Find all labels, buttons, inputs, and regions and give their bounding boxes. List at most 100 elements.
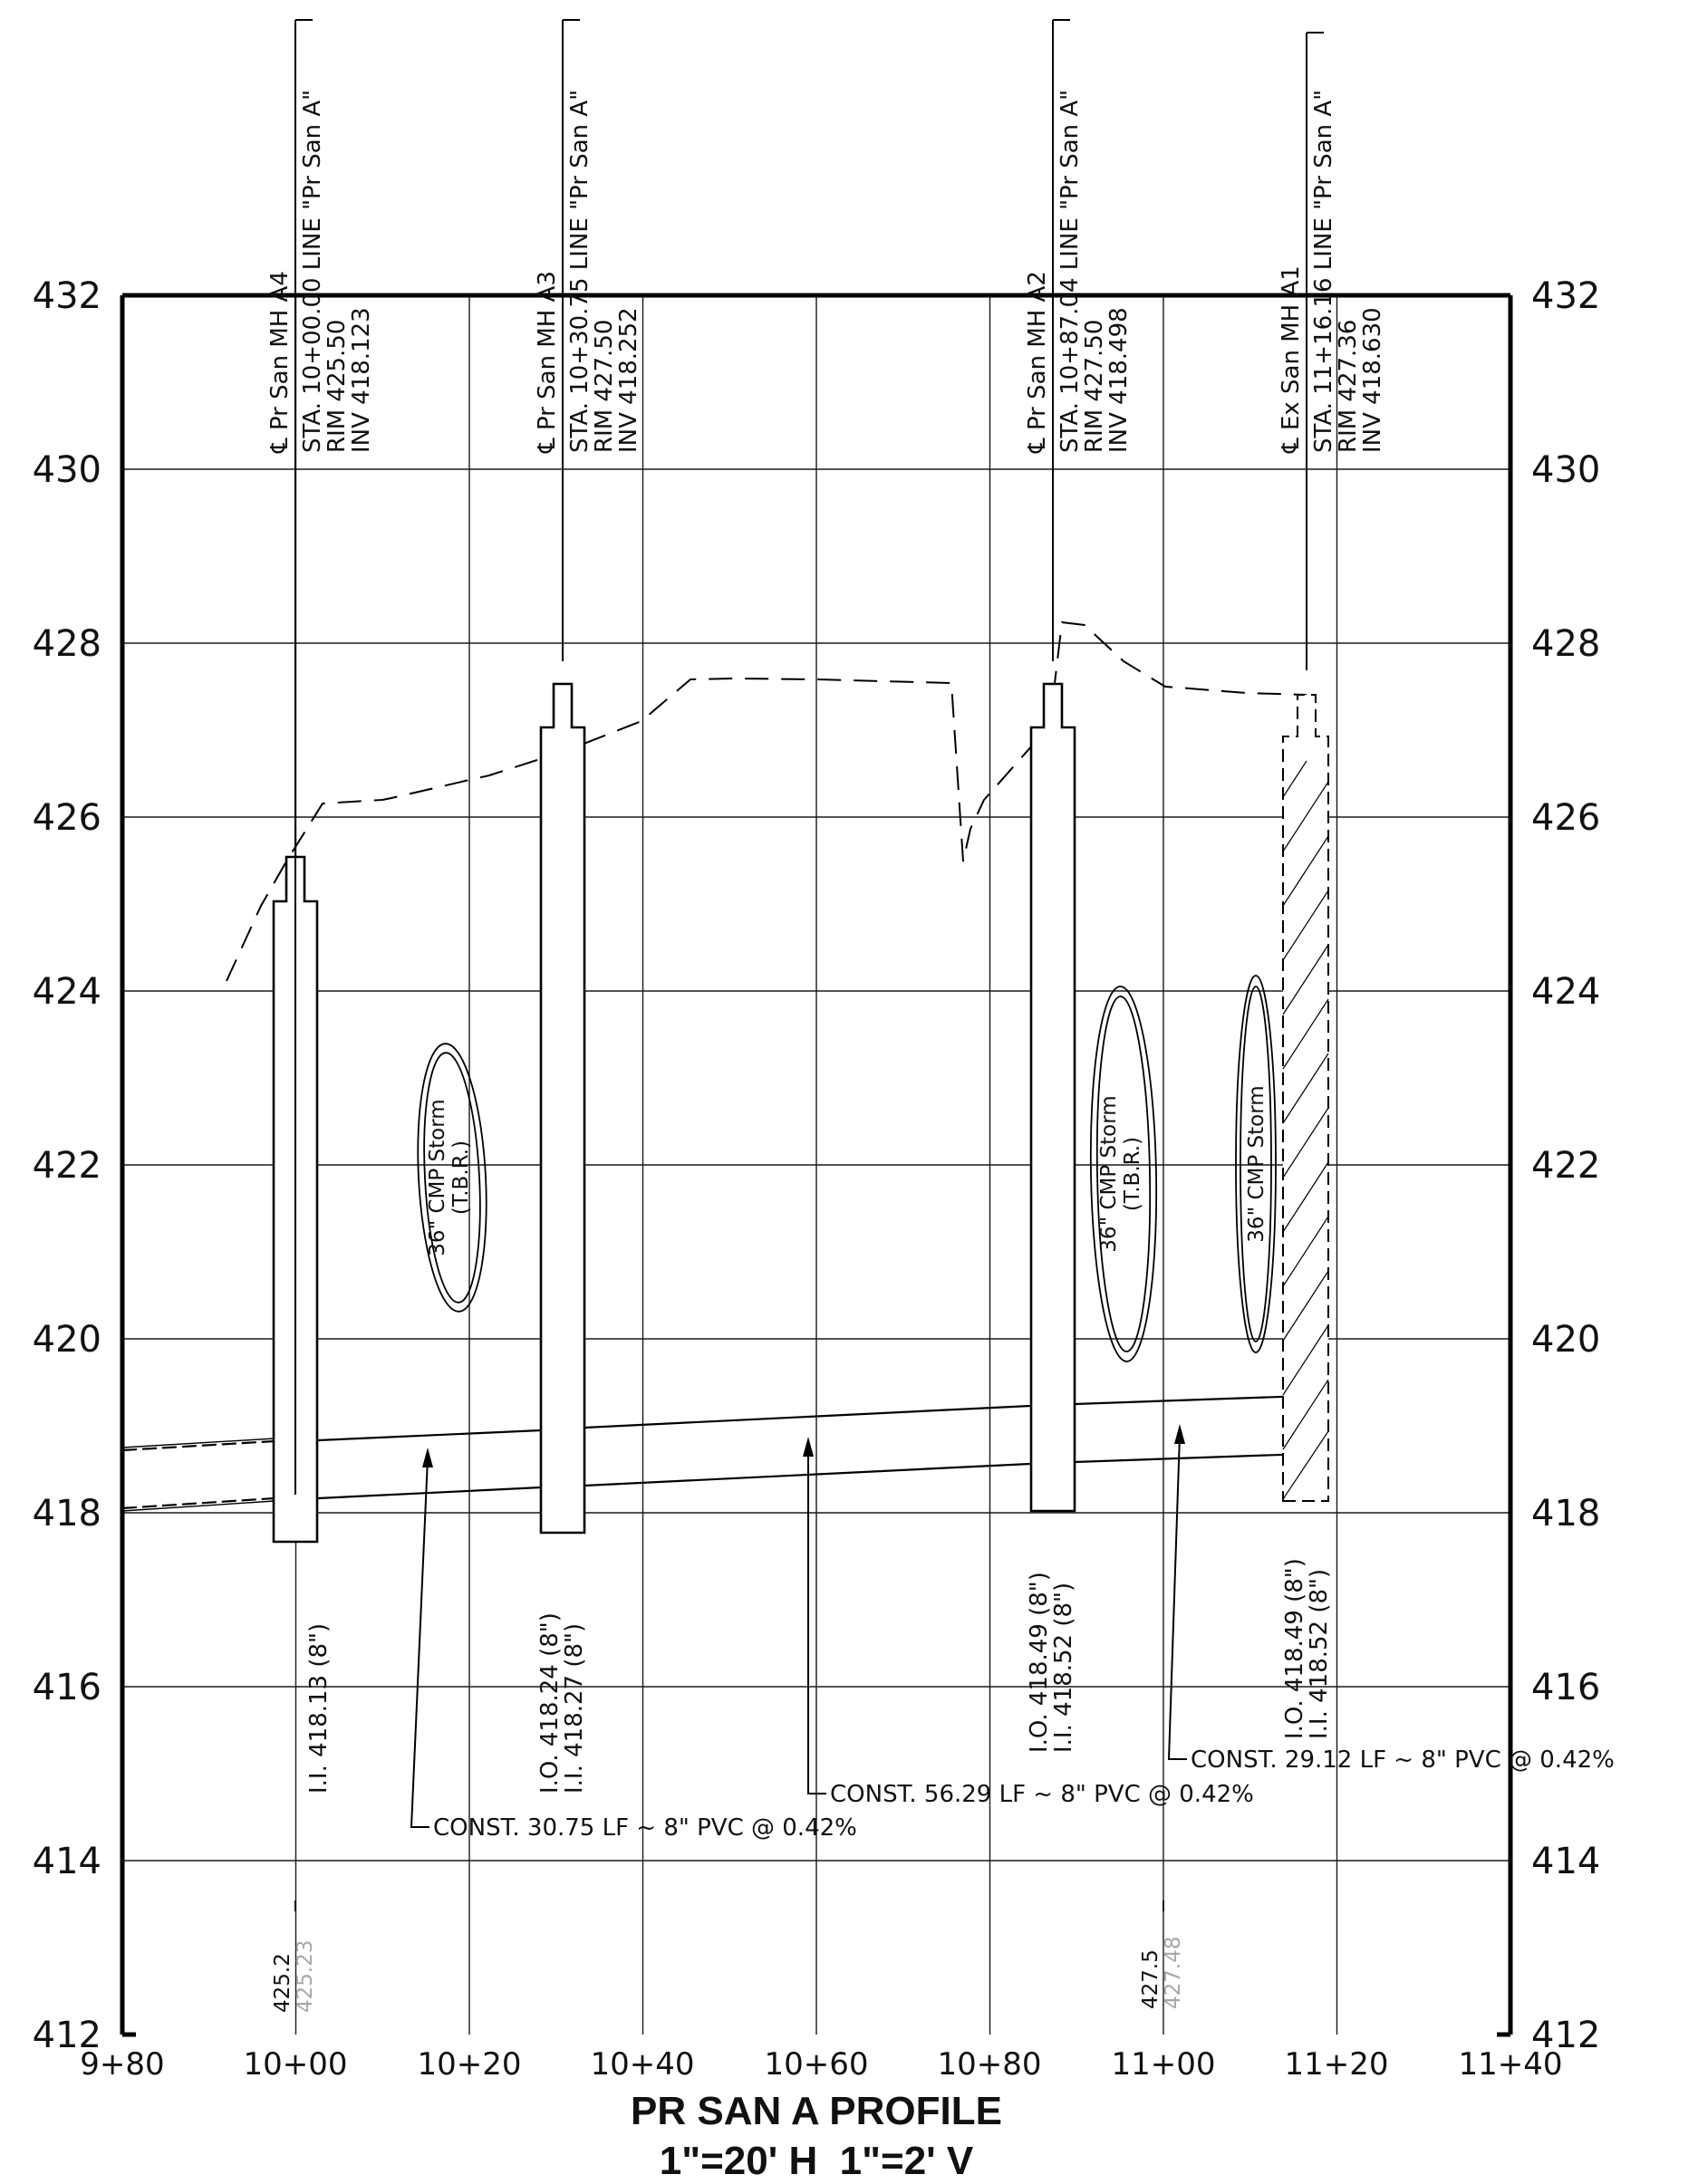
- mh-a4-inv: INV 418.123: [348, 307, 375, 453]
- storm-label-1-line1: 36" CMP Storm: [426, 1099, 449, 1256]
- invert-label-a1: I.O. 418.49 (8") I.I. 418.52 (8"): [1281, 1558, 1333, 1739]
- sta-1060: 10+60: [764, 2046, 868, 2083]
- elev-right-428: 428: [1531, 623, 1600, 665]
- storm-type: CMP Storm: [1097, 1095, 1121, 1209]
- manhole-a1-existing: [1282, 694, 1329, 1502]
- invert-a2-io: I.O. 418.49 (8"): [1026, 1572, 1053, 1753]
- mh-a3-name: ℄ Pr San MH A3: [534, 271, 561, 454]
- existing-manhole-hatch: [1282, 760, 1329, 1500]
- callout-arrowhead-1: [422, 1448, 433, 1467]
- pipe-label-3: CONST. 29.12 LF ~ 8" PVC @ 0.42%: [1191, 1746, 1615, 1774]
- hatch-line: [1282, 998, 1329, 1070]
- callout-leader-3: [1167, 1434, 1187, 1760]
- storm-type: CMP Storm: [426, 1099, 449, 1213]
- invert-a3-ii: I.I. 418.27 (8"): [561, 1623, 588, 1794]
- hatch-line: [1282, 760, 1307, 798]
- elevation-axis-left: 432 430 428 426 424 422 420 418 416 414 …: [33, 275, 101, 2056]
- existing-ground-line: [226, 621, 1311, 982]
- elev-left-428: 428: [33, 623, 101, 665]
- bottom-value-1000-plan: 425.2: [271, 1953, 294, 2013]
- storm-label-2-line1: 36" CMP Storm: [1097, 1095, 1121, 1252]
- hatch-line: [1282, 1107, 1329, 1179]
- storm-pipe-inner: [423, 1052, 481, 1304]
- hatch-line: [1282, 1324, 1329, 1396]
- mh-a2-name: ℄ Pr San MH A2: [1024, 271, 1051, 454]
- manhole-a2: [1029, 682, 1076, 1513]
- elev-left-418: 418: [33, 1493, 101, 1535]
- existing-pipe-west-top-solid: [121, 1438, 275, 1448]
- storm-crossings: [417, 975, 1277, 1362]
- storm-pipe-inner: [1240, 986, 1272, 1342]
- storm-type: CMP Storm: [1245, 1085, 1269, 1199]
- storm-label-1-note: (T.B.R.): [449, 1140, 473, 1215]
- mh-a4-rim: RIM 425.50: [323, 320, 351, 453]
- elev-right-418: 418: [1531, 1493, 1600, 1535]
- pipe-a2-a1-bottom: [1074, 1452, 1307, 1464]
- pipe-a2-a1-top: [1074, 1394, 1307, 1406]
- sta-1120: 11+20: [1284, 2046, 1388, 2083]
- hatch-line: [1282, 890, 1329, 961]
- storm-crossing-3: [1235, 975, 1277, 1353]
- elev-right-416: 416: [1531, 1667, 1600, 1708]
- profile-title: PR SAN A PROFILE: [631, 2089, 1002, 2133]
- pipe-label-2: CONST. 56.29 LF ~ 8" PVC @ 0.42%: [830, 1781, 1254, 1808]
- elevation-axis-right: 432 430 428 426 424 422 420 418 416 414 …: [1531, 275, 1600, 2056]
- storm-pipe-outer: [1235, 975, 1277, 1353]
- invert-a3-io: I.O. 418.24 (8"): [536, 1612, 564, 1794]
- bottom-value-1100-existing: 427.48: [1162, 1937, 1185, 2009]
- elev-left-424: 424: [33, 971, 101, 1013]
- elev-right-426: 426: [1531, 797, 1600, 839]
- existing-pipe-west-top: [121, 1439, 275, 1452]
- mh-a1-name: ℄ Ex San MH A1: [1278, 265, 1305, 454]
- storm-size: 36": [1245, 1207, 1269, 1243]
- elev-right-412: 412: [1531, 2015, 1600, 2056]
- manhole-label-a3: ℄ Pr San MH A3 STA. 10+30.75 LINE "Pr Sa…: [534, 90, 642, 454]
- existing-pipe-west-bottom: [121, 1496, 275, 1510]
- elev-left-420: 420: [33, 1319, 101, 1361]
- storm-crossing-2: [1089, 986, 1158, 1362]
- mh-a1-inv: INV 418.630: [1359, 307, 1386, 453]
- grid: [122, 295, 1510, 2035]
- hatch-line: [1282, 781, 1329, 852]
- hatch-line: [1282, 1161, 1329, 1233]
- frame: [120, 293, 1513, 2037]
- elev-right-432: 432: [1531, 275, 1600, 317]
- invert-a2-ii: I.I. 418.52 (8"): [1050, 1583, 1077, 1753]
- sta-1100: 11+00: [1111, 2046, 1215, 2083]
- elev-right-424: 424: [1531, 971, 1600, 1013]
- mh-a2-inv: INV 418.498: [1105, 307, 1133, 453]
- sta-980: 9+80: [80, 2046, 164, 2083]
- hatch-line: [1282, 1053, 1329, 1124]
- sta-1040: 10+40: [590, 2046, 694, 2083]
- elev-right-422: 422: [1531, 1145, 1600, 1187]
- manholes: [272, 682, 1329, 1544]
- pipe-a4-a3-top: [317, 1429, 542, 1442]
- elev-left-422: 422: [33, 1145, 101, 1187]
- pipe-callouts: [410, 1424, 1187, 1828]
- sta-1080: 10+80: [937, 2046, 1041, 2083]
- pipe-a4-a3-bottom: [317, 1486, 542, 1500]
- mh-a3-inv: INV 418.252: [615, 307, 642, 453]
- storm-pipe-inner: [1095, 996, 1152, 1352]
- storm-pipe-outer: [1089, 986, 1158, 1362]
- elev-left-414: 414: [33, 1841, 101, 1882]
- elev-left-416: 416: [33, 1667, 101, 1708]
- hatch-line: [1282, 1430, 1329, 1500]
- invert-labels: I.I. 418.13 (8") I.O. 418.24 (8") I.I. 4…: [305, 1558, 1333, 1794]
- bottom-value-1100: 427.5 427.48: [1139, 1937, 1185, 2009]
- pipe-callout-labels: CONST. 30.75 LF ~ 8" PVC @ 0.42% CONST. …: [433, 1746, 1615, 1842]
- leader-lines: [294, 19, 1324, 1495]
- mh-a2-rim: RIM 427.50: [1081, 320, 1108, 453]
- mh-a3-rim: RIM 427.50: [591, 320, 618, 453]
- invert-a4-ii: I.I. 418.13 (8"): [305, 1623, 333, 1794]
- bottom-value-1100-plan: 427.5: [1139, 1949, 1163, 2009]
- hatch-line: [1282, 835, 1329, 907]
- mh-a1-rim: RIM 427.36: [1335, 320, 1362, 453]
- storm-label-3-line1: 36" CMP Storm: [1245, 1085, 1269, 1242]
- invert-a1-ii: I.I. 418.52 (8"): [1306, 1569, 1333, 1739]
- storm-pipe-outer: [417, 1043, 487, 1313]
- existing-pipe-west-bottom-solid: [121, 1500, 275, 1512]
- mh-a4-name: ℄ Pr San MH A4: [266, 271, 294, 454]
- storm-crossing-1: [417, 1043, 487, 1313]
